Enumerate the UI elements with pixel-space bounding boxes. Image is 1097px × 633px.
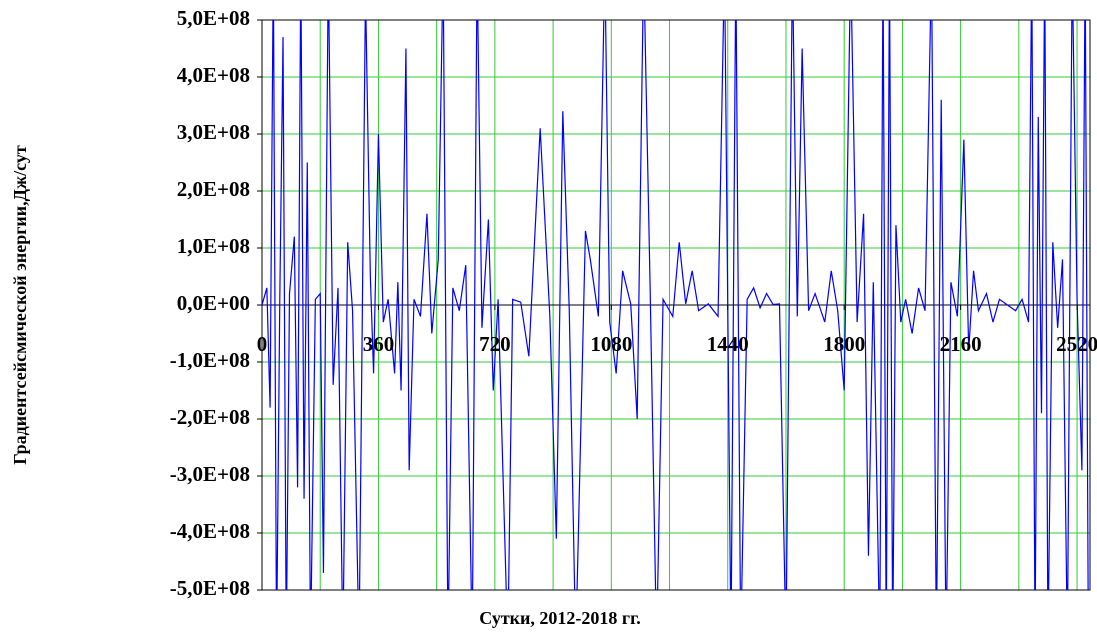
y-tick-label: -1,0E+08 <box>170 348 250 372</box>
y-axis-title: Градиентсейсмической энергии,Дж/сут <box>10 145 30 465</box>
y-tick-label: 0,0E+00 <box>177 291 250 315</box>
x-tick-label: 1080 <box>590 332 632 356</box>
x-tick-label: 1440 <box>707 332 749 356</box>
y-tick-label: 1,0E+08 <box>177 234 250 258</box>
y-tick-label: -2,0E+08 <box>170 405 250 429</box>
y-tick-label: 2,0E+08 <box>177 177 250 201</box>
x-axis-title: Сутки, 2012-2018 гг. <box>479 608 640 628</box>
x-tick-label: 2160 <box>940 332 982 356</box>
x-tick-label: 360 <box>363 332 395 356</box>
data-line <box>262 20 1089 590</box>
x-tick-label: 720 <box>479 332 511 356</box>
y-tick-label: -4,0E+08 <box>170 519 250 543</box>
x-tick-label: 0 <box>257 332 268 356</box>
y-tick-label: 3,0E+08 <box>177 120 250 144</box>
y-tick-label: -5,0E+08 <box>170 576 250 600</box>
y-tick-label: 4,0E+08 <box>177 63 250 87</box>
x-tick-label: 2520 <box>1056 332 1097 356</box>
x-tick-label: 1800 <box>823 332 865 356</box>
y-tick-label: -3,0E+08 <box>170 462 250 486</box>
y-tick-label: 5,0E+08 <box>177 6 250 30</box>
